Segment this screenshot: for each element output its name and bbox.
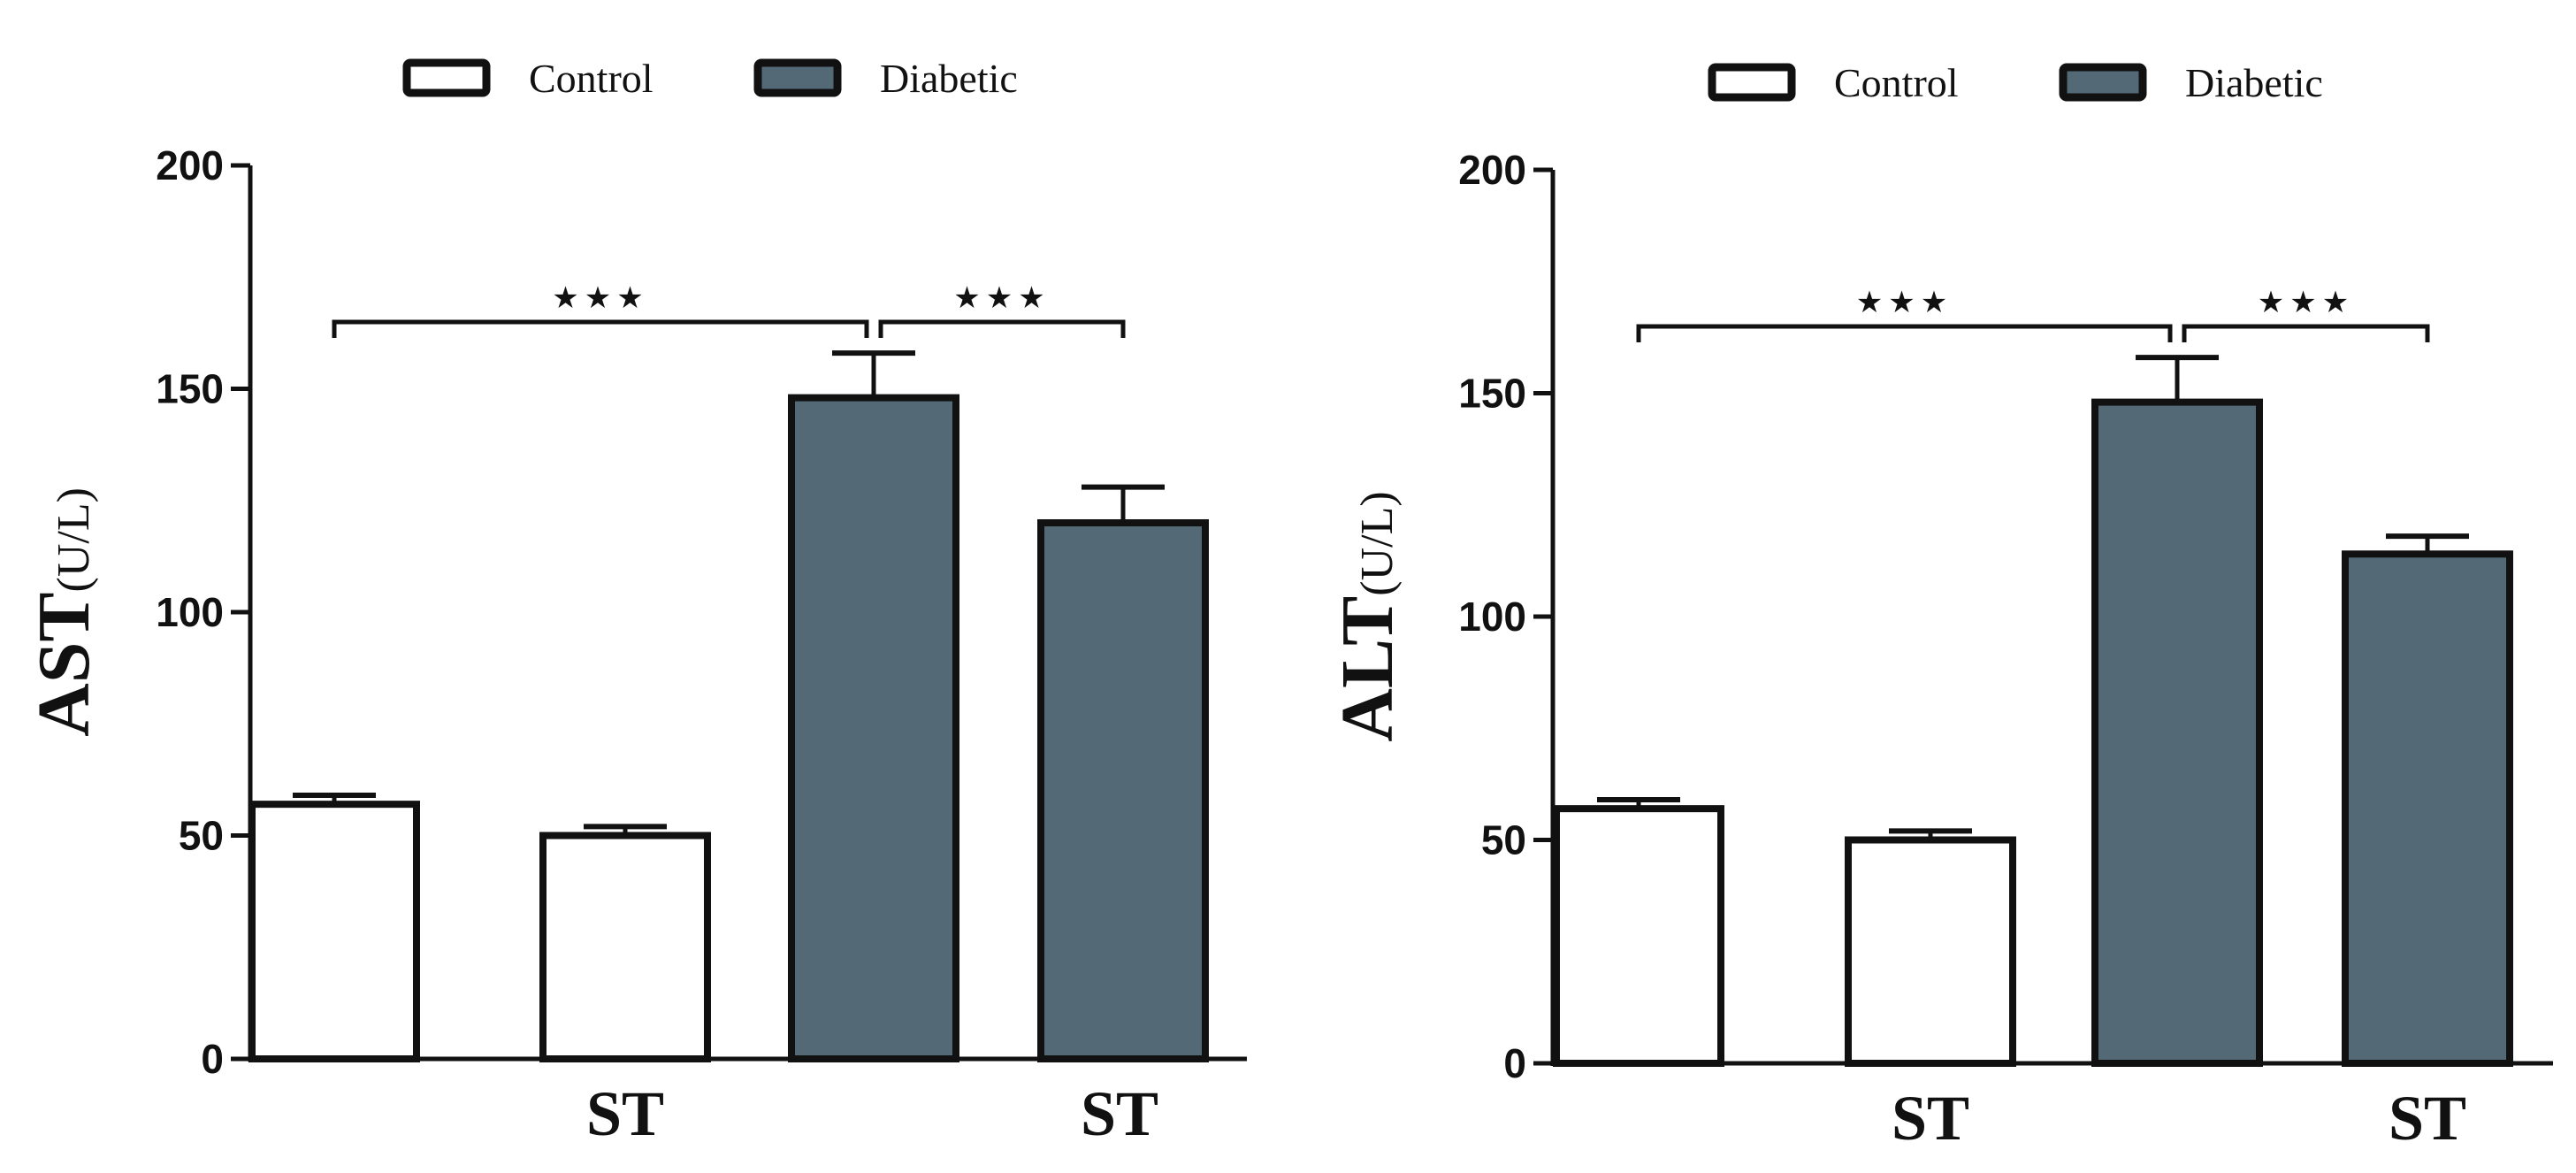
legend-label-diabetic: Diabetic: [880, 56, 1018, 101]
significance-stars: ★★★: [953, 280, 1050, 316]
legend-swatch-diabetic: [2059, 63, 2147, 102]
y-tick-label: 0: [201, 1036, 224, 1082]
x-axis-label: ST: [1081, 1078, 1158, 1149]
y-axis-label-unit: (U/L): [1352, 491, 1403, 595]
y-tick-label: 100: [156, 589, 224, 635]
y-tick-label: 150: [1458, 371, 1526, 417]
y-tick-label: 150: [156, 366, 224, 412]
bar-diabetic: [1037, 519, 1209, 1062]
y-axis-label-main: AST: [23, 593, 105, 737]
ast-chart-panel: Control Diabetic 0 50 100 150 200 AST(U/L) ST ST ★…: [23, 56, 1247, 1149]
legend-label-control: Control: [1834, 60, 1959, 105]
y-tick-label: 200: [156, 142, 224, 188]
bar-diabetic: [2342, 550, 2513, 1067]
legend-label-control: Control: [529, 56, 654, 101]
significance-bracket: [2182, 324, 2430, 342]
significance-stars: ★★★: [2258, 285, 2354, 320]
y-axis-label: AST(U/L): [23, 487, 105, 737]
bar-diabetic: [788, 394, 959, 1063]
x-axis-label: ST: [1892, 1083, 1969, 1154]
significance-stars: ★★★: [552, 280, 648, 316]
significance-bracket: [332, 319, 869, 338]
bar-control: [1553, 805, 1724, 1068]
significance-bracket: [1636, 324, 2173, 342]
legend-swatch-control: [402, 58, 491, 97]
significance-stars: ★★★: [1856, 285, 1953, 320]
x-axis-label: ST: [586, 1078, 664, 1149]
y-axis-label-main: ALT: [1326, 596, 1409, 742]
y-tick-label: 100: [1458, 594, 1526, 640]
y-axis-label-unit: (U/L): [49, 487, 99, 592]
legend-swatch-control: [1708, 63, 1796, 102]
bar-control: [539, 832, 711, 1062]
legend-swatch-diabetic: [753, 58, 842, 97]
x-axis-label: ST: [2389, 1083, 2466, 1154]
y-tick-label: 50: [1481, 817, 1526, 863]
bar-control: [248, 801, 420, 1063]
legend-label-diabetic: Diabetic: [2185, 60, 2323, 105]
alt-chart-panel: Control Diabetic 0 50 100 150 200 ALT(U/L) ST ST ★…: [1326, 60, 2553, 1154]
bar-diabetic: [2091, 398, 2263, 1068]
y-axis-label: ALT(U/L): [1326, 491, 1409, 741]
significance-bracket: [878, 319, 1126, 338]
y-tick-label: 50: [179, 813, 224, 859]
y-tick-label: 200: [1458, 147, 1526, 193]
bar-control: [1845, 836, 2016, 1067]
y-tick-label: 0: [1503, 1040, 1526, 1086]
